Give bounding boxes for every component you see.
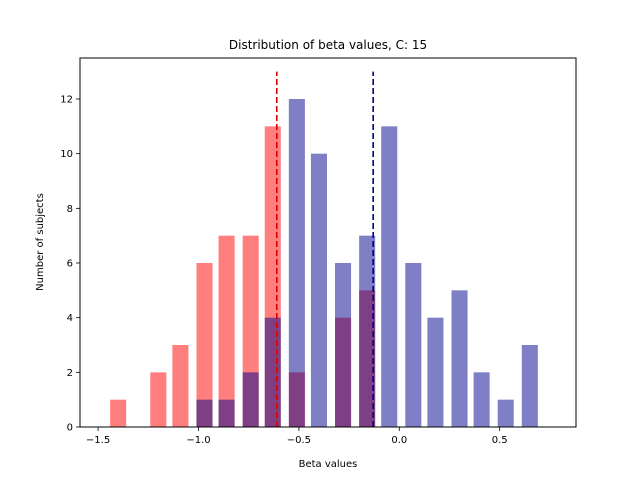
y-tick-label: 10 [60, 149, 73, 160]
x-tick-label: −1.5 [86, 435, 110, 446]
y-tick-label: 6 [67, 259, 73, 270]
histogram-bar-series-1 [150, 372, 167, 427]
histogram-bar-series-2 [427, 317, 444, 427]
histogram-bar-series-1 [218, 235, 235, 427]
histogram-bar-series-2 [451, 290, 468, 427]
histogram-bar-series-2 [288, 99, 305, 427]
y-tick-label: 0 [67, 423, 73, 434]
x-tick-label: 0.5 [492, 435, 508, 446]
histogram-bar-series-2 [264, 317, 281, 427]
histogram-bar-series-2 [521, 345, 538, 427]
y-axis-label: Number of subjects [35, 193, 46, 291]
y-tick-label: 8 [67, 204, 73, 215]
y-tick-label: 2 [67, 368, 73, 379]
histogram-bar-series-1 [196, 263, 213, 427]
chart-title: Distribution of beta values, C: 15 [229, 38, 427, 52]
histogram-bar-series-2 [218, 399, 235, 427]
histogram-bar-series-1 [172, 345, 189, 427]
histogram-bar-series-2 [310, 153, 327, 428]
histogram-bar-series-2 [497, 399, 514, 427]
plot-frame [79, 57, 577, 428]
histogram-bar-series-2 [381, 126, 398, 427]
mean-lines-layer [275, 71, 374, 427]
y-axis-ticks: 0 2 4 6 8 10 12 [60, 95, 80, 434]
histogram-bar-series-2 [196, 399, 213, 427]
y-tick-label: 4 [67, 313, 73, 324]
x-tick-label: −0.5 [287, 435, 311, 446]
x-tick-label: 0.0 [391, 435, 407, 446]
histogram-bar-series-2 [405, 263, 422, 427]
x-axis-ticks: −1.5 −1.0 −0.5 0.0 0.5 [86, 427, 508, 446]
histogram-bar-series-2 [359, 235, 376, 427]
histogram-bar-series-2 [335, 263, 352, 427]
histogram-bar-series-2 [473, 372, 490, 427]
x-axis-label: Beta values [299, 459, 358, 470]
x-tick-label: −1.0 [186, 435, 210, 446]
histogram-bar-series-2 [242, 372, 259, 427]
histogram-bar-series-1 [110, 399, 127, 427]
y-tick-label: 12 [60, 95, 73, 106]
